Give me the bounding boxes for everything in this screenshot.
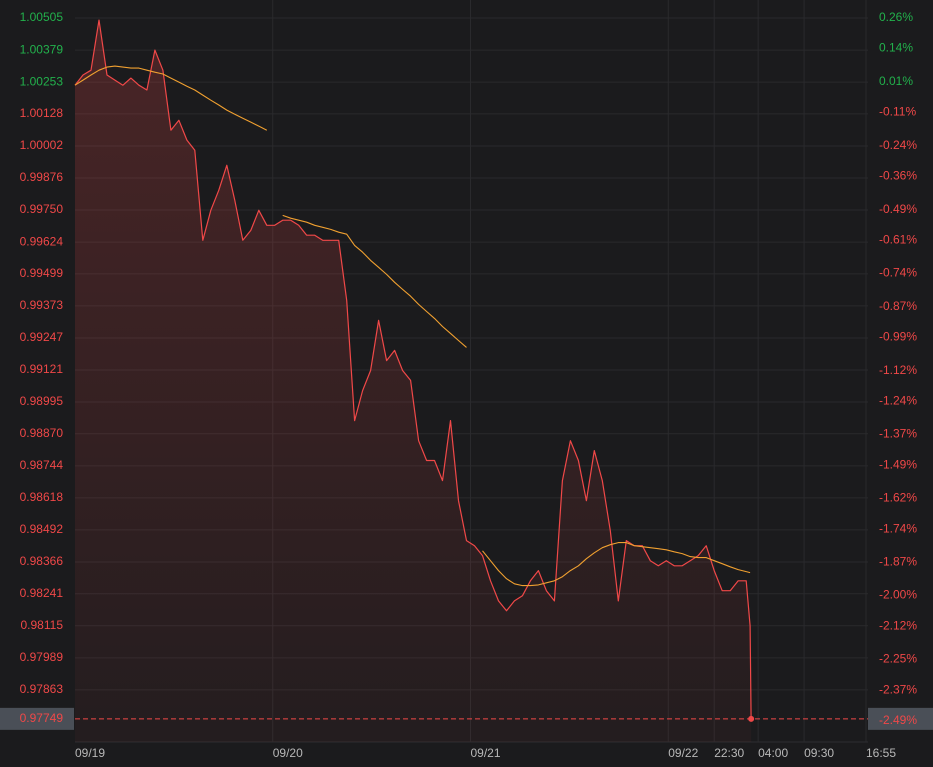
y-tick-label: 0.98241 [20, 586, 64, 600]
y2-tick-label: -0.24% [879, 138, 917, 152]
y2-tick-label: -1.24% [879, 393, 917, 407]
y-tick-label: 1.00505 [20, 10, 64, 24]
x-tick-label: 09/20 [273, 746, 303, 760]
y-tick-label: 0.98492 [20, 522, 64, 536]
y2-tick-label: -0.99% [879, 330, 917, 344]
y-tick-label: 0.99247 [20, 330, 64, 344]
y2-tick-label: -1.37% [879, 427, 917, 441]
x-tick-label: 09:30 [804, 746, 834, 760]
y2-tick-label: -0.74% [879, 266, 917, 280]
y2-tick-label: -0.49% [879, 202, 917, 216]
y2-tick-label: -0.61% [879, 232, 917, 246]
average-line [482, 542, 751, 587]
y-tick-label: 0.98744 [20, 458, 64, 472]
average-line [74, 65, 268, 131]
y2-tick-label: -1.49% [879, 457, 917, 471]
y2-tick-label: -1.74% [879, 521, 917, 535]
y2-tick-label: -1.87% [879, 554, 917, 568]
y-tick-label: 0.98618 [20, 490, 64, 504]
y-tick-label: 1.00128 [20, 106, 64, 120]
y2-tick-label: 0.14% [879, 41, 913, 55]
price-area [75, 20, 752, 743]
y2-tick-label: 0.01% [879, 74, 913, 88]
y-tick-label: 0.99624 [20, 234, 64, 248]
y-tick-label: 0.98115 [21, 618, 64, 632]
last-change-label: -2.49% [879, 713, 917, 727]
x-tick-label: 09/21 [471, 746, 501, 760]
y-tick-label: 0.98870 [20, 426, 64, 440]
x-tick-label: 09/19 [75, 746, 105, 760]
y2-tick-label: -0.36% [879, 169, 917, 183]
y2-tick-label: 0.26% [879, 10, 913, 24]
y-tick-label: 0.99499 [20, 266, 64, 280]
y-tick-label: 0.99750 [20, 202, 64, 216]
y2-tick-label: -1.62% [879, 491, 917, 505]
y2-tick-label: -2.37% [879, 682, 917, 696]
y-tick-label: 0.99373 [20, 298, 64, 312]
y-tick-label: 0.97863 [20, 682, 64, 696]
y-tick-label: 0.98366 [20, 554, 64, 568]
y2-tick-label: -2.00% [879, 588, 917, 602]
y2-tick-label: -1.12% [879, 363, 917, 377]
y-tick-label: 0.97989 [20, 650, 64, 664]
price-line [74, 19, 752, 719]
y2-tick-label: -2.12% [879, 618, 917, 632]
y-tick-label: 0.99876 [20, 170, 64, 184]
y-tick-label: 0.99121 [20, 362, 64, 376]
last-price-label: 0.97749 [20, 711, 64, 725]
last-price-dot [748, 715, 755, 722]
y2-tick-label: -0.11% [879, 105, 916, 119]
x-tick-label: 04:00 [758, 746, 788, 760]
y-tick-label: 1.00379 [20, 42, 64, 56]
last-change-badge [868, 707, 933, 730]
y2-tick-label: -2.25% [879, 652, 917, 666]
y-tick-label: 0.98995 [20, 394, 64, 408]
y-tick-label: 1.00253 [20, 74, 64, 88]
y2-tick-label: -0.87% [879, 299, 917, 313]
last-price-badge [0, 707, 74, 730]
x-tick-label: 09/22 [668, 746, 698, 760]
x-tick-label: 22:30 [714, 746, 744, 760]
average-line [282, 214, 467, 348]
x-tick-label: 16:55 [866, 746, 896, 760]
y-tick-label: 1.00002 [20, 138, 64, 152]
